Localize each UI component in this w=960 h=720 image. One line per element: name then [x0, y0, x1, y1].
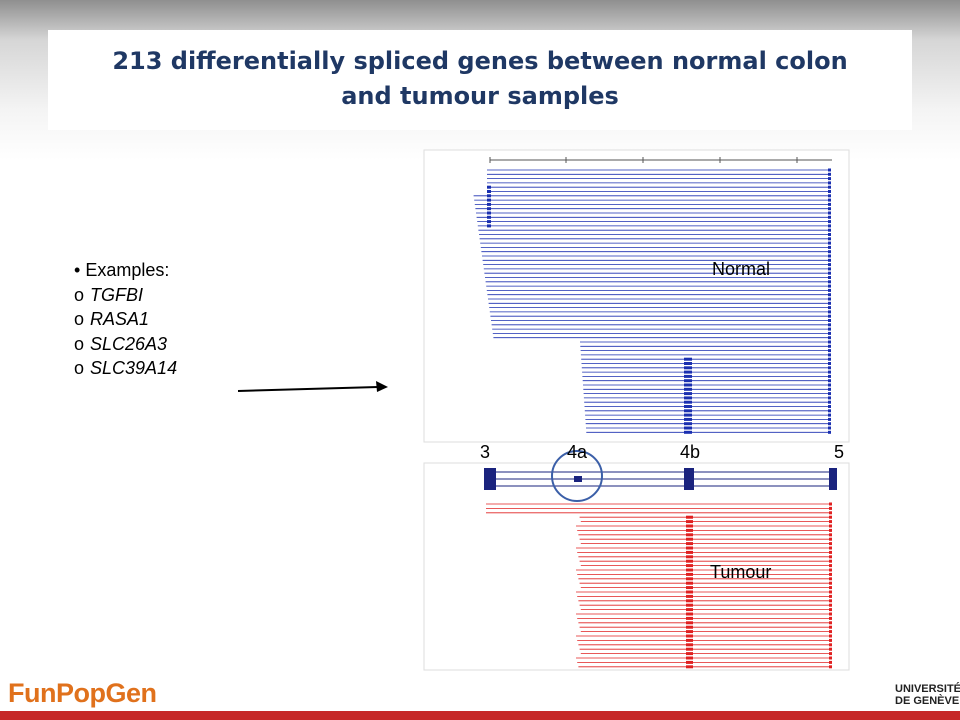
sub-bullet-marker: o	[74, 333, 85, 354]
logo-part-gen: Gen	[105, 678, 157, 708]
exon-label-4a: 4a	[567, 442, 588, 462]
list-item: o SLC39A14	[74, 356, 177, 381]
tumour-label: Tumour	[710, 562, 771, 582]
gene-name: SLC39A14	[90, 358, 178, 379]
tumour-reads	[486, 502, 832, 669]
bullet-marker: •	[74, 260, 81, 280]
bullet-header: • Examples:	[74, 258, 177, 283]
list-item: o RASA1	[74, 307, 177, 332]
footer-bar	[0, 711, 960, 720]
normal-reads	[473, 168, 831, 434]
title-line-1: 213 differentially spliced genes between…	[112, 47, 848, 75]
exon-3	[484, 468, 496, 490]
exon-label-3: 3	[480, 442, 490, 462]
unige-line-1: UNIVERSITÉ	[895, 683, 960, 695]
bullet-header-text: Examples:	[85, 260, 170, 280]
sub-bullet-marker: o	[74, 358, 85, 379]
title-line-2: and tumour samples	[341, 82, 619, 110]
exon-label-5: 5	[834, 442, 844, 462]
logo-part-fun: Fun	[8, 678, 56, 708]
tumour-panel	[423, 462, 850, 671]
exon-5	[829, 468, 837, 490]
unige-line-2: DE GENÈVE	[895, 695, 960, 707]
funpopgen-logo: FunPopGen	[8, 678, 157, 709]
arrow	[237, 381, 388, 392]
logo-part-pop: Pop	[55, 678, 106, 708]
title-box	[48, 30, 912, 130]
genome-ruler	[489, 157, 832, 163]
gene-name: RASA1	[90, 309, 150, 330]
normal-label: Normal	[712, 259, 770, 279]
exon-label-4b: 4b	[680, 442, 700, 462]
gene-name: SLC26A3	[90, 333, 168, 354]
slide-title: 213 differentially spliced genes between…	[48, 44, 912, 114]
list-item: o TGFBI	[74, 283, 177, 308]
bullet-list: • Examples: o TGFBI o RASA1 o SLC26A3 o SLC3…	[74, 258, 177, 381]
list-item: o SLC26A3	[74, 332, 177, 357]
highlight-circle	[551, 450, 603, 502]
sub-bullet-marker: o	[74, 284, 85, 305]
sub-bullet-marker: o	[74, 309, 85, 330]
gene-name: TGFBI	[90, 284, 144, 305]
unige-logo: UNIVERSITÉ DE GENÈVE	[895, 683, 960, 707]
